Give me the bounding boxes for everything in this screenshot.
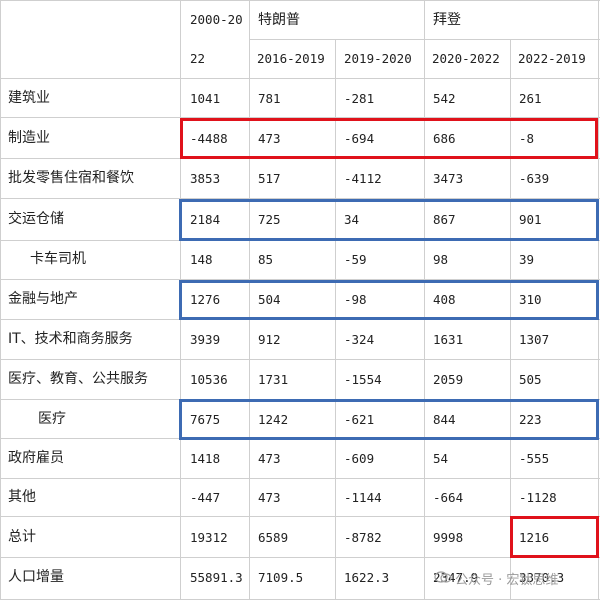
row-value: 2184 bbox=[190, 212, 221, 227]
row-value: 1631 bbox=[433, 332, 464, 347]
row-value: -98 bbox=[344, 292, 367, 307]
row-value: -8782 bbox=[344, 530, 382, 545]
row-label: 卡车司机 bbox=[30, 251, 86, 267]
row-value: -664 bbox=[433, 490, 464, 505]
row-value: 261 bbox=[519, 91, 542, 106]
row-value: 542 bbox=[433, 91, 456, 106]
row-label: 医疗、教育、公共服务 bbox=[8, 371, 148, 387]
row-value: 408 bbox=[433, 292, 456, 307]
row-value: 1307 bbox=[519, 332, 550, 347]
header-trump-2016-2019: 2016-2019 bbox=[257, 51, 325, 66]
row-value: -59 bbox=[344, 252, 367, 267]
row-value: 98 bbox=[433, 252, 449, 267]
highlight-box-finance bbox=[179, 280, 599, 320]
row-value: 223 bbox=[519, 412, 542, 427]
row-value: 55891.3 bbox=[190, 570, 243, 585]
row-value: 517 bbox=[258, 171, 281, 186]
row-value: 10536 bbox=[190, 372, 228, 387]
row-value: -324 bbox=[344, 332, 375, 347]
row-label: 人口增量 bbox=[8, 569, 64, 585]
highlight-box-healthcare bbox=[179, 399, 599, 440]
row-value: 1731 bbox=[258, 372, 289, 387]
wechat-icon bbox=[434, 571, 452, 583]
row-label: 其他 bbox=[8, 489, 36, 505]
header-period-all-cont: 22 bbox=[190, 51, 206, 66]
header-trump-2019-2020: 2019-2020 bbox=[344, 51, 412, 66]
row-value: 3853 bbox=[190, 171, 221, 186]
row-value: -555 bbox=[519, 451, 550, 466]
row-value: 148 bbox=[190, 252, 213, 267]
row-label: 金融与地产 bbox=[8, 291, 78, 307]
header-biden: 拜登 bbox=[433, 12, 461, 28]
row-value: -1144 bbox=[344, 490, 382, 505]
row-value: 3370.3 bbox=[519, 570, 565, 585]
row-value: 3473 bbox=[433, 171, 464, 186]
row-value: 473 bbox=[258, 490, 281, 505]
row-value: 54 bbox=[433, 451, 449, 466]
row-value: -609 bbox=[344, 451, 375, 466]
row-value: 39 bbox=[519, 252, 535, 267]
header-trump: 特朗普 bbox=[258, 12, 300, 28]
row-value: 7675 bbox=[190, 412, 221, 427]
row-label: IT、技术和商务服务 bbox=[8, 331, 133, 347]
row-label: 政府雇员 bbox=[8, 450, 64, 466]
row-value: 473 bbox=[258, 131, 281, 146]
row-value: 504 bbox=[258, 292, 281, 307]
row-label: 建筑业 bbox=[8, 90, 50, 106]
header-biden-2020-2022: 2020-2022 bbox=[432, 51, 500, 66]
row-value: 901 bbox=[519, 212, 542, 227]
row-value: -621 bbox=[344, 412, 375, 427]
row-label: 制造业 bbox=[8, 130, 50, 146]
row-value: 310 bbox=[519, 292, 542, 307]
header-biden-2022-2019: 2022-2019 bbox=[518, 51, 586, 66]
row-value: 844 bbox=[433, 412, 456, 427]
row-value: -281 bbox=[344, 91, 375, 106]
row-value: 1041 bbox=[190, 91, 221, 106]
row-value: 686 bbox=[433, 131, 456, 146]
highlight-box-manufacturing bbox=[180, 118, 598, 159]
row-value: 1216 bbox=[519, 530, 550, 545]
row-value: 3939 bbox=[190, 332, 221, 347]
row-value: 867 bbox=[433, 212, 456, 227]
row-value: 34 bbox=[344, 212, 360, 227]
row-value: 1242 bbox=[258, 412, 289, 427]
row-value: -1554 bbox=[344, 372, 382, 387]
row-value: 473 bbox=[258, 451, 281, 466]
row-value: 505 bbox=[519, 372, 542, 387]
row-value: 19312 bbox=[190, 530, 228, 545]
row-label: 批发零售住宿和餐饮 bbox=[8, 170, 134, 186]
header-period-all: 2000-20 bbox=[190, 12, 243, 27]
row-label: 交运仓储 bbox=[8, 211, 64, 227]
row-label: 总计 bbox=[8, 529, 36, 545]
row-value: -4112 bbox=[344, 171, 382, 186]
row-value: 7109.5 bbox=[258, 570, 304, 585]
highlight-box-total bbox=[510, 516, 599, 558]
row-value: -1128 bbox=[519, 490, 557, 505]
row-label: 医疗 bbox=[38, 411, 66, 427]
row-value: 85 bbox=[258, 252, 274, 267]
row-value: -447 bbox=[190, 490, 221, 505]
row-value: 2059 bbox=[433, 372, 464, 387]
row-value: 1418 bbox=[190, 451, 221, 466]
row-value: 1622.3 bbox=[344, 570, 390, 585]
highlight-box-transport bbox=[179, 199, 599, 241]
row-value: 6589 bbox=[258, 530, 289, 545]
row-value: -4488 bbox=[190, 131, 228, 146]
row-value: 1276 bbox=[190, 292, 221, 307]
row-value: 9998 bbox=[433, 530, 464, 545]
row-value: 912 bbox=[258, 332, 281, 347]
row-value: 781 bbox=[258, 91, 281, 106]
row-value: -639 bbox=[519, 171, 550, 186]
row-value: 725 bbox=[258, 212, 281, 227]
watermark-text: 公众号 · 宏钛思维 bbox=[455, 573, 559, 588]
row-value: -8 bbox=[519, 131, 535, 146]
row-value: -694 bbox=[344, 131, 375, 146]
